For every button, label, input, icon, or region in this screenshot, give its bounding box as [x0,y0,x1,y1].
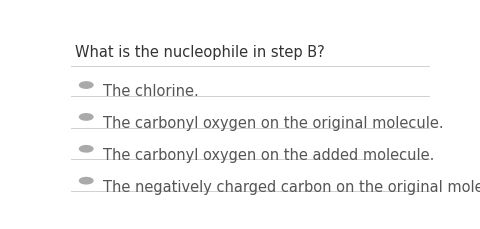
Text: The carbonyl oxygen on the added molecule.: The carbonyl oxygen on the added molecul… [103,147,433,162]
Text: What is the nucleophile in step B?: What is the nucleophile in step B? [75,45,324,60]
Circle shape [79,178,93,184]
Circle shape [79,146,93,152]
Text: The negatively charged carbon on the original molecule.: The negatively charged carbon on the ori… [103,179,480,194]
Text: The chlorine.: The chlorine. [103,84,198,99]
Circle shape [79,82,93,89]
Text: The carbonyl oxygen on the original molecule.: The carbonyl oxygen on the original mole… [103,116,443,131]
Circle shape [79,114,93,121]
